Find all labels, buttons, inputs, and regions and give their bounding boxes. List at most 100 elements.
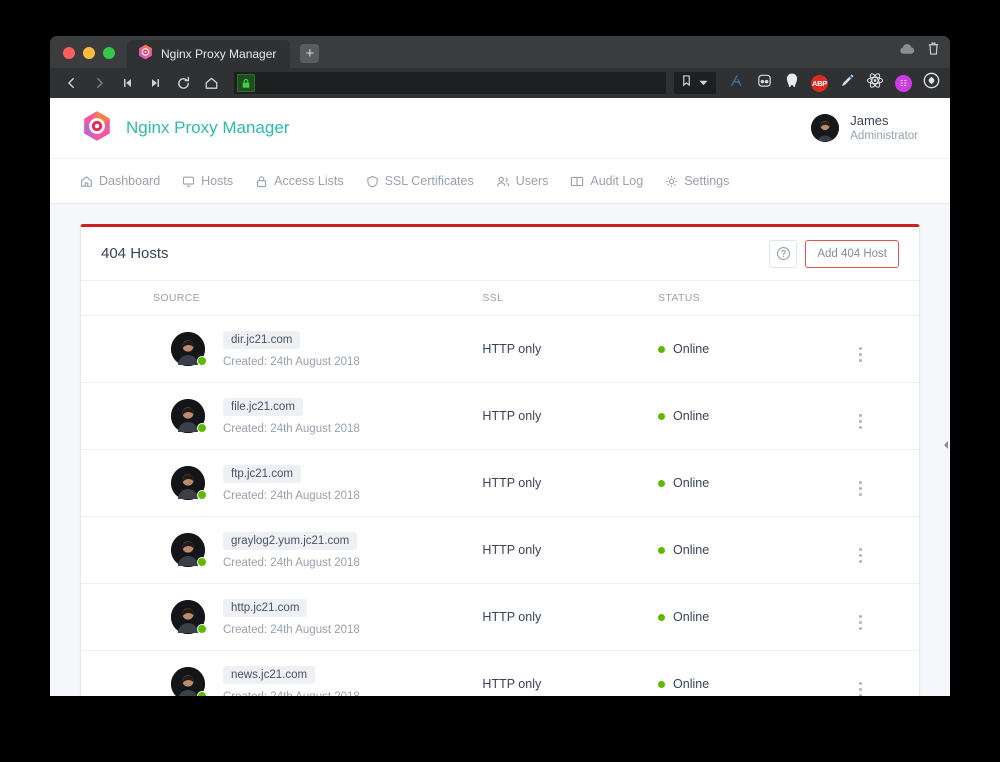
column-header-ssl[interactable]: SSL: [482, 281, 659, 316]
lock-icon: [255, 175, 268, 188]
host-online-indicator: [197, 356, 207, 366]
table-row[interactable]: dir.jc21.com Created: 24th August 2018 HTT…: [81, 316, 919, 383]
source-cell: http.jc21.com Created: 24th August 2018: [153, 598, 482, 636]
maximize-window-button[interactable]: [103, 47, 115, 59]
domain-badge[interactable]: ftp.jc21.com: [223, 465, 301, 483]
main-navigation: Dashboard Hosts Access Lists SSL Certifi…: [50, 158, 950, 204]
column-header-status[interactable]: STATUS: [658, 281, 859, 316]
padlock-secure-icon: [237, 74, 255, 92]
npm-hex-logo-icon: [138, 44, 153, 65]
help-button[interactable]: [769, 239, 798, 268]
wallaby-extension-icon[interactable]: [728, 72, 745, 94]
purple-circle-extension-icon[interactable]: ☷: [895, 74, 912, 92]
home-icon[interactable]: [198, 71, 224, 95]
table-body: dir.jc21.com Created: 24th August 2018 HTT…: [81, 316, 919, 696]
first-page-icon[interactable]: [114, 71, 140, 95]
created-date: Created: 24th August 2018: [223, 624, 360, 636]
bookmark-icon[interactable]: [681, 74, 692, 92]
host-online-indicator: [197, 557, 207, 567]
status-badge: Online: [658, 677, 859, 691]
avatar: [171, 332, 207, 366]
info-extension-icon[interactable]: [923, 72, 940, 94]
browser-tab-bar: Nginx Proxy Manager +: [50, 36, 950, 68]
created-date: Created: 24th August 2018: [223, 423, 360, 435]
domain-badge[interactable]: dir.jc21.com: [223, 331, 301, 349]
page-title: 404 Hosts: [101, 245, 169, 262]
lastpass-extension-icon[interactable]: [756, 72, 773, 94]
brand[interactable]: Nginx Proxy Manager: [82, 110, 289, 147]
url-input[interactable]: [255, 76, 666, 90]
brand-name: Nginx Proxy Manager: [126, 118, 290, 137]
shield-icon: [366, 175, 379, 188]
nav-item-users[interactable]: Users: [496, 174, 548, 188]
last-page-icon[interactable]: [142, 71, 168, 95]
row-menu-button[interactable]: [858, 413, 862, 429]
row-menu-button[interactable]: [858, 480, 862, 496]
ssl-status: HTTP only: [482, 543, 542, 557]
ssl-status: HTTP only: [482, 677, 542, 691]
domain-badge[interactable]: http.jc21.com: [223, 599, 308, 617]
sidebar-toggle-tab[interactable]: [941, 432, 950, 458]
url-bar-actions: [674, 72, 716, 94]
source-cell: file.jc21.com Created: 24th August 2018: [153, 397, 482, 435]
react-devtools-extension-icon[interactable]: [866, 72, 884, 94]
domain-badge[interactable]: news.jc21.com: [223, 666, 316, 684]
nav-item-dashboard[interactable]: Dashboard: [80, 174, 160, 188]
row-menu-button[interactable]: [858, 614, 862, 630]
nav-item-ssl-certificates[interactable]: SSL Certificates: [366, 174, 474, 188]
trash-icon[interactable]: [927, 41, 940, 61]
status-label: Online: [673, 677, 710, 691]
tabbar-right-icons: [899, 41, 940, 61]
source-cell: dir.jc21.com Created: 24th August 2018: [153, 330, 482, 368]
nav-item-access-lists[interactable]: Access Lists: [255, 174, 344, 188]
table-row[interactable]: ftp.jc21.com Created: 24th August 2018 HTT…: [81, 450, 919, 517]
new-tab-button[interactable]: +: [300, 44, 320, 63]
nav-item-hosts[interactable]: Hosts: [182, 174, 233, 188]
ghostery-extension-icon[interactable]: [784, 72, 800, 94]
table-header-row: SOURCE SSL STATUS: [81, 281, 919, 316]
browser-toolbar: ABP ☷: [50, 68, 950, 98]
content-area: 404 Hosts Add 404 Host: [50, 204, 950, 696]
reload-icon[interactable]: [170, 71, 196, 95]
close-window-button[interactable]: [63, 47, 75, 59]
ssl-status: HTTP only: [482, 342, 542, 356]
url-bar[interactable]: [234, 72, 666, 94]
npm-hex-logo-icon: [82, 110, 112, 147]
back-icon[interactable]: [58, 71, 84, 95]
table-head: SOURCE SSL STATUS: [81, 281, 919, 316]
book-icon: [570, 175, 584, 188]
nav-item-audit-log[interactable]: Audit Log: [570, 174, 643, 188]
browser-window: Nginx Proxy Manager +: [50, 36, 950, 696]
status-badge: Online: [658, 610, 859, 624]
row-menu-button[interactable]: [858, 346, 862, 362]
card-header: 404 Hosts Add 404 Host: [81, 227, 919, 281]
ssl-status: HTTP only: [482, 610, 542, 624]
table-row[interactable]: http.jc21.com Created: 24th August 2018 HT…: [81, 584, 919, 651]
window-controls[interactable]: [50, 47, 127, 68]
colorpicker-extension-icon[interactable]: [839, 72, 855, 94]
chevron-down-icon[interactable]: [698, 74, 709, 92]
status-label: Online: [673, 476, 710, 490]
column-header-source[interactable]: SOURCE: [81, 281, 483, 316]
minimize-window-button[interactable]: [83, 47, 95, 59]
table-row[interactable]: graylog2.yum.jc21.com Created: 24th Augus…: [81, 517, 919, 584]
cloud-icon[interactable]: [899, 42, 915, 60]
status-label: Online: [673, 409, 710, 423]
row-menu-button[interactable]: [858, 547, 862, 563]
browser-extensions: ABP ☷: [728, 72, 940, 94]
adblock-plus-extension-icon[interactable]: ABP: [811, 74, 828, 92]
forward-icon[interactable]: [86, 71, 112, 95]
nav-label: Hosts: [201, 174, 234, 188]
domain-badge[interactable]: file.jc21.com: [223, 398, 303, 416]
row-menu-button[interactable]: [858, 681, 862, 696]
domain-badge[interactable]: graylog2.yum.jc21.com: [223, 532, 358, 550]
user-menu[interactable]: James Administrator: [811, 113, 918, 144]
avatar: [171, 600, 207, 634]
gear-icon: [665, 175, 678, 188]
add-404-host-button[interactable]: Add 404 Host: [805, 239, 899, 268]
table-row[interactable]: news.jc21.com Created: 24th August 2018 HT…: [81, 651, 919, 696]
avatar: [171, 533, 207, 567]
nav-item-settings[interactable]: Settings: [665, 174, 729, 188]
table-row[interactable]: file.jc21.com Created: 24th August 2018 HT…: [81, 383, 919, 450]
browser-tab[interactable]: Nginx Proxy Manager: [127, 40, 291, 68]
